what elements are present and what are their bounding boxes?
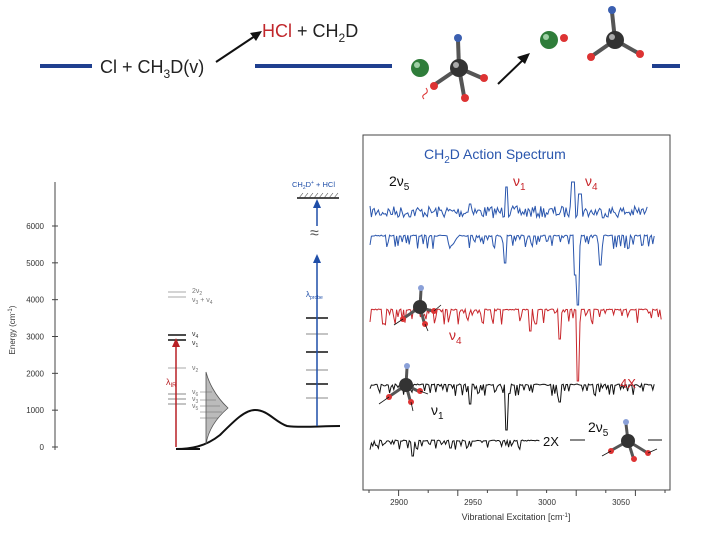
label-2v5-bottom: 2ν5 [588, 419, 609, 439]
label-4x: 4X [620, 376, 636, 391]
lambda-ir-label: λIR [166, 377, 177, 389]
label-v1-top: ν1 [513, 173, 526, 193]
spectrum-tick-label: 2950 [464, 498, 482, 507]
trace-2v5-simulation [369, 438, 662, 457]
lambda-probe-label: λprobe [306, 290, 323, 301]
level-label-v3-v4: ν3 + ν4 [192, 297, 213, 306]
energy-tick-label: 0 [40, 443, 45, 452]
label-v4-top: ν4 [585, 173, 598, 193]
potential-energy-curve [175, 408, 341, 450]
probe-arrowhead-lower [313, 254, 321, 263]
spectrum-x-axis: 2900 2950 3000 3050 [368, 490, 666, 507]
level-label-v1: ν1 [192, 340, 199, 349]
reaction-arrow-products [497, 57, 526, 85]
trace-action-spectrum [369, 181, 648, 220]
spectrum-tick-label: 2900 [390, 498, 408, 507]
arrowhead-products [517, 53, 530, 64]
energy-tick-label: 6000 [26, 222, 44, 231]
ir-arrowhead [172, 338, 180, 347]
ion-label: CH2D+ + HCl [292, 180, 335, 191]
spectrum-x-label: Vibrational Excitation [cm-1] [462, 512, 571, 522]
cl-ch3d-molecule-graphic [411, 34, 488, 102]
molecule-icon-v4 [393, 285, 442, 332]
level-label-v3: ν3 [192, 396, 199, 405]
molecule-icon-2v5 [601, 419, 658, 462]
action-spectrum: CH2D Action Spectrum 2ν5 ν1 ν4 ν4 4X ν1 … [362, 134, 671, 522]
spectrum-tick-label: 3000 [538, 498, 556, 507]
band-hatch-lines [200, 391, 222, 419]
vibrational-levels [168, 291, 186, 405]
molecule-icon-v1 [378, 363, 429, 412]
probe-arrowhead-upper [313, 199, 321, 208]
reaction-scheme: Cl + CH3D(v) HCl + CH2D [40, 6, 680, 102]
ch2d-molecule-graphic [587, 6, 644, 61]
level-label-v2: ν2 [192, 365, 199, 374]
level-label-2v2: 2ν2 [192, 288, 202, 297]
label-v4-red: ν4 [449, 327, 462, 347]
trace-v1-simulation [369, 382, 655, 431]
energy-level-diagram: 0 1000 2000 3000 4000 5000 6000 Energy (cm-1) [8, 180, 341, 452]
overtone-band-shading [205, 371, 229, 445]
level-label-v5: ν5 [192, 403, 199, 412]
reaction-arrow-up [215, 33, 259, 63]
level-label-v4: ν4 [192, 331, 199, 340]
spectrum-title: CH2D Action Spectrum [424, 146, 566, 166]
energy-axis-ticks: 0 1000 2000 3000 4000 5000 6000 [26, 222, 58, 452]
approx-break: ≈ [310, 225, 319, 242]
energy-axis-label: Energy (cm-1) [8, 305, 17, 354]
spectrum-tick-label: 3050 [612, 498, 630, 507]
arrowhead-up [250, 31, 262, 41]
ionization-hatch [298, 192, 339, 199]
label-v1-mid: ν1 [431, 402, 444, 422]
label-2x: 2X [543, 434, 559, 449]
energy-tick-label: 1000 [26, 406, 44, 415]
hcl-molecule-graphic [540, 31, 568, 49]
energy-tick-label: 2000 [26, 369, 44, 378]
product-label: HCl + CH2D [262, 21, 358, 45]
energy-tick-label: 4000 [26, 296, 44, 305]
energy-tick-label: 3000 [26, 333, 44, 342]
reactant-label: Cl + CH3D(v) [100, 57, 204, 81]
energy-tick-label: 5000 [26, 259, 44, 268]
level-label-v6: ν6 [192, 389, 199, 398]
trace-simulated-blue [369, 233, 655, 306]
label-2v5-top: 2ν5 [389, 173, 410, 193]
